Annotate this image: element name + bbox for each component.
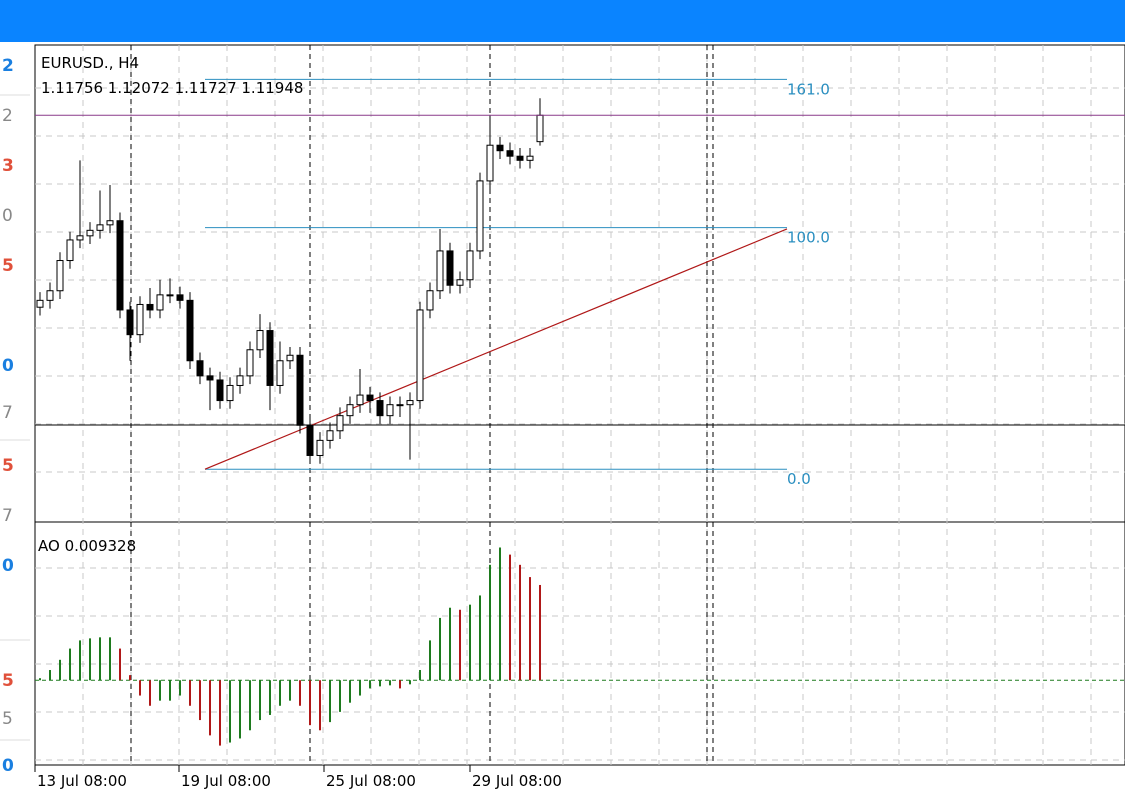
ohlc-text: 1.11756 1.12072 1.11727 1.11948 [41, 79, 303, 97]
axis-label-fragment: 0 [2, 756, 14, 776]
candle-body [96, 224, 104, 231]
candle-body [276, 360, 284, 386]
candle-body [296, 354, 304, 426]
axis-label-fragment: 7 [2, 403, 13, 423]
x-tick-label: 19 Jul 08:00 [181, 772, 271, 790]
chart-frame [34, 44, 1125, 766]
x-tick-label: 13 Jul 08:00 [37, 772, 127, 790]
candle-body [536, 114, 544, 143]
candle-body [476, 180, 484, 252]
candle-body [506, 150, 514, 157]
candle-body [116, 220, 124, 311]
candle-body [356, 394, 364, 406]
axis-label-fragment: 5 [2, 456, 14, 476]
candle-body [166, 294, 174, 297]
axis-label-fragment: 0 [2, 356, 14, 376]
x-tick-label: 29 Jul 08:00 [472, 772, 562, 790]
candle-body [286, 354, 294, 362]
axis-label-fragment: 2 [2, 56, 14, 76]
candle-body [246, 349, 254, 377]
candle-body [176, 294, 184, 301]
axis-label-fragment: 2 [2, 106, 13, 126]
candle-body [336, 415, 344, 432]
candle-body [36, 299, 44, 308]
candle-body [226, 384, 234, 402]
candle-body [126, 309, 134, 336]
candle-body [106, 220, 114, 226]
candle-body [56, 260, 64, 292]
axis-label-fragment: 7 [2, 506, 13, 526]
candle-body [306, 424, 314, 456]
trendline [204, 228, 788, 470]
candle-body [156, 294, 164, 311]
candle-body [406, 400, 414, 406]
candle-body [46, 290, 54, 301]
candle-body [66, 239, 74, 262]
candle-body [266, 330, 274, 386]
candle-body [196, 360, 204, 377]
candle-body [386, 404, 394, 417]
candle-body [426, 290, 434, 311]
candle-body [516, 155, 524, 161]
candle-body [206, 375, 214, 381]
axis-label-fragment: 3 [2, 156, 14, 176]
axis-label-fragment: 5 [2, 671, 14, 691]
axis-label-fragment: 5 [2, 709, 13, 729]
candle-body [376, 400, 384, 417]
candle-body [446, 250, 454, 286]
fib-label: 0.0 [787, 470, 811, 488]
candle-body [396, 404, 404, 407]
fib-label: 161.0 [787, 80, 830, 98]
candle-body [76, 235, 84, 241]
candle-body [256, 330, 264, 351]
candle-body [136, 303, 144, 336]
axis-label-fragment: 0 [2, 206, 13, 226]
candle-body [456, 279, 464, 286]
candle-body [86, 229, 94, 237]
candle-body [146, 303, 154, 311]
fib-label: 100.0 [787, 229, 830, 247]
candle-body [186, 299, 194, 362]
candle-body [326, 430, 334, 441]
candle-body [346, 404, 354, 417]
axis-label-fragment: 5 [2, 256, 14, 276]
candle-body [316, 439, 324, 456]
indicator-label: AO 0.009328 [38, 537, 136, 555]
axis-label-fragment: 0 [2, 556, 14, 576]
candle-body [366, 394, 374, 402]
chart-title: EURUSD., H4 [41, 54, 139, 72]
candle-body [466, 250, 474, 281]
candle-body [486, 144, 494, 182]
header-bar [0, 0, 1125, 42]
candle-body [436, 250, 444, 292]
candle-body [216, 379, 224, 402]
x-tick-label: 25 Jul 08:00 [326, 772, 416, 790]
candle-body [236, 375, 244, 386]
candle-body [496, 144, 504, 152]
candle-body [416, 309, 424, 402]
candle-body [526, 155, 534, 161]
grid [35, 45, 1125, 765]
